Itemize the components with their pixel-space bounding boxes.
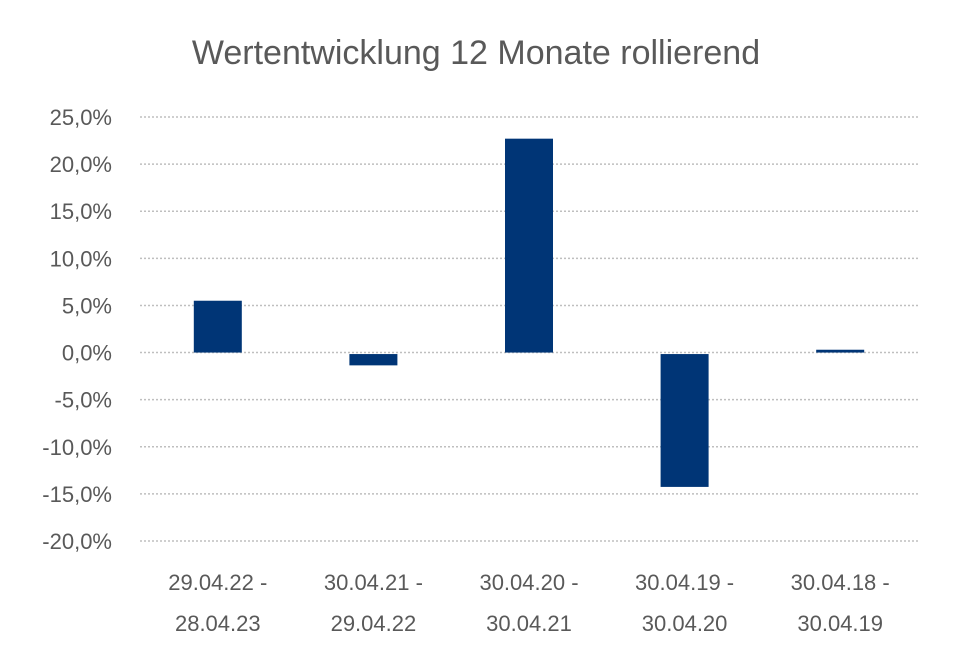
y-tick-label: 20,0% bbox=[50, 152, 112, 177]
y-tick-label: 10,0% bbox=[50, 246, 112, 271]
bar bbox=[349, 354, 398, 366]
x-category-label: 30.04.21 -29.04.22 bbox=[324, 570, 423, 636]
chart-title: Wertentwicklung 12 Monate rollierend bbox=[192, 34, 760, 72]
bar bbox=[193, 300, 242, 353]
x-category-label: 30.04.20 -30.04.21 bbox=[479, 570, 578, 636]
y-tick-label: -5,0% bbox=[55, 388, 112, 413]
y-tick-label: 0,0% bbox=[62, 341, 112, 366]
y-tick-label: -10,0% bbox=[42, 435, 112, 460]
bar bbox=[505, 138, 553, 353]
x-category-label: 29.04.22 -28.04.23 bbox=[168, 570, 267, 636]
y-tick-label: 5,0% bbox=[62, 293, 112, 318]
y-tick-label: 15,0% bbox=[50, 199, 112, 224]
bar bbox=[816, 349, 865, 353]
x-category-label: 30.04.19 -30.04.20 bbox=[635, 570, 734, 636]
y-tick-label: -15,0% bbox=[42, 482, 112, 507]
x-axis-categories: 29.04.22 -28.04.23 30.04.21 -29.04.22 30.0… bbox=[168, 570, 889, 636]
x-category-label: 30.04.18 -30.04.19 bbox=[791, 570, 890, 636]
y-tick-label: 25,0% bbox=[50, 105, 112, 130]
bar bbox=[660, 354, 709, 487]
bars bbox=[193, 138, 865, 487]
y-axis-ticks: 25,0% 20,0% 15,0% 10,0% 5,0% 0,0% -5,0% -10,0% -… bbox=[42, 105, 112, 554]
y-tick-label: -20,0% bbox=[42, 529, 112, 554]
